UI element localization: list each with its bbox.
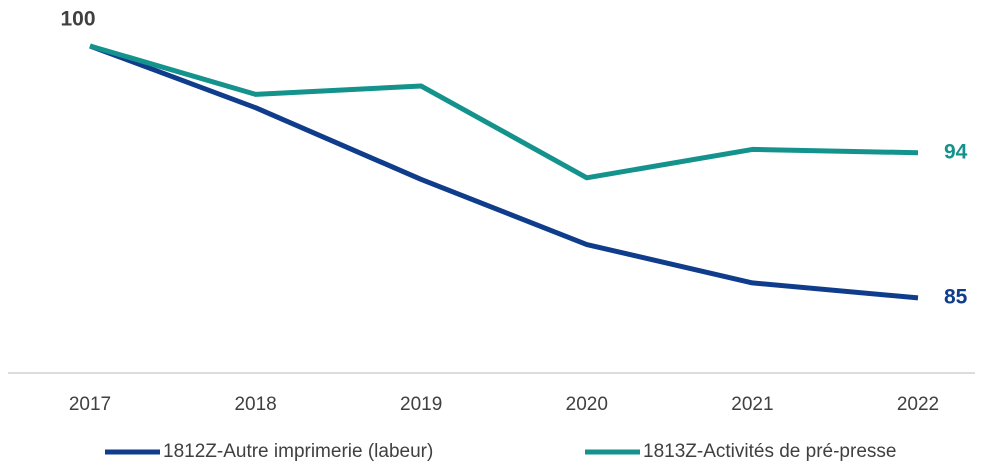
x-tick-label: 2019	[400, 394, 442, 415]
x-tick-label: 2022	[897, 394, 939, 415]
x-tick-label: 2017	[69, 394, 111, 415]
x-tick-label: 2021	[731, 394, 773, 415]
data-label: 94	[944, 140, 968, 163]
data-label: 100	[60, 8, 95, 31]
line-series	[89, 43, 919, 301]
data-label: 85	[944, 285, 968, 308]
line-series	[89, 43, 919, 181]
legend-label: 1812Z-Autre imprimerie (labeur)	[163, 441, 433, 462]
x-tick-label: 2020	[566, 394, 608, 415]
x-tick-label: 2018	[234, 394, 276, 415]
legend-label: 1813Z-Activités de pré-presse	[643, 441, 896, 462]
